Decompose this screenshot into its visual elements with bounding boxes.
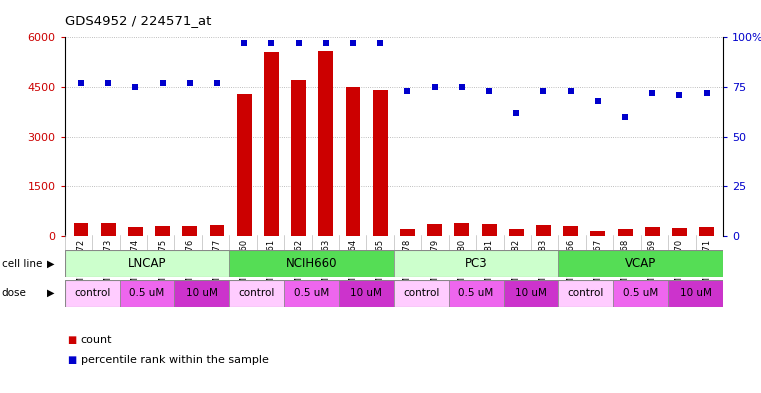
Bar (209, 225, 224, 236)
Point (292, 40, 304, 46)
Text: LNCAP: LNCAP (128, 257, 166, 270)
Text: count: count (81, 335, 112, 345)
Point (537, 88, 549, 94)
Text: control: control (74, 288, 110, 298)
Bar (613, 280, 668, 307)
Point (701, 90, 713, 96)
Bar (183, 226, 197, 236)
Point (401, 88, 413, 94)
Text: 0.5 uM: 0.5 uM (129, 288, 164, 298)
Point (211, 80, 223, 86)
Bar (645, 227, 660, 236)
Point (510, 110, 522, 116)
Bar (373, 90, 387, 236)
Text: ▶: ▶ (47, 259, 55, 269)
Bar (74, 223, 88, 236)
Bar (339, 280, 394, 307)
Bar (264, 52, 279, 236)
Bar (284, 280, 339, 307)
Point (102, 80, 114, 86)
Bar (617, 229, 632, 236)
Point (646, 90, 658, 96)
Bar (591, 231, 605, 236)
Text: GDS4952 / 224571_at: GDS4952 / 224571_at (65, 14, 211, 27)
Bar (345, 87, 361, 236)
Point (565, 88, 577, 94)
Bar (504, 280, 559, 307)
Point (456, 84, 468, 90)
Point (374, 40, 387, 46)
Text: ■: ■ (67, 354, 76, 365)
Text: 10 uM: 10 uM (680, 288, 712, 298)
Text: 0.5 uM: 0.5 uM (623, 288, 658, 298)
Bar (400, 229, 415, 236)
Bar (229, 250, 394, 277)
Point (266, 40, 278, 46)
Point (592, 98, 604, 104)
Bar (394, 280, 449, 307)
Bar (559, 250, 723, 277)
Bar (509, 228, 524, 236)
Text: ▶: ▶ (47, 288, 55, 298)
Bar (174, 280, 229, 307)
Bar (119, 280, 174, 307)
Bar (155, 226, 170, 236)
Text: dose: dose (2, 288, 27, 298)
Bar (559, 280, 613, 307)
Text: VCAP: VCAP (625, 257, 656, 270)
Text: 10 uM: 10 uM (515, 288, 547, 298)
Text: 10 uM: 10 uM (186, 288, 218, 298)
Text: control: control (238, 288, 275, 298)
Point (129, 84, 142, 90)
Text: 0.5 uM: 0.5 uM (458, 288, 494, 298)
Point (320, 40, 332, 46)
Text: control: control (403, 288, 439, 298)
Point (238, 40, 250, 46)
Text: percentile rank within the sample: percentile rank within the sample (81, 354, 269, 365)
Bar (394, 250, 559, 277)
Bar (65, 280, 119, 307)
Bar (100, 223, 116, 236)
Text: 0.5 uM: 0.5 uM (294, 288, 330, 298)
Point (673, 92, 686, 98)
Text: control: control (568, 288, 604, 298)
Text: cell line: cell line (2, 259, 42, 269)
Bar (65, 250, 229, 277)
Bar (237, 94, 252, 236)
Bar (449, 280, 504, 307)
Bar (699, 226, 714, 236)
Point (347, 40, 359, 46)
Text: 10 uM: 10 uM (351, 288, 382, 298)
Text: NCIH660: NCIH660 (286, 257, 337, 270)
Point (619, 114, 631, 120)
Text: PC3: PC3 (465, 257, 487, 270)
Point (483, 88, 495, 94)
Bar (672, 228, 687, 236)
Bar (229, 280, 284, 307)
Bar (291, 80, 306, 236)
Bar (482, 224, 496, 236)
Point (75, 80, 87, 86)
Point (428, 84, 441, 90)
Bar (454, 223, 470, 236)
Text: ■: ■ (67, 335, 76, 345)
Bar (536, 225, 551, 236)
Point (157, 80, 169, 86)
Bar (668, 280, 723, 307)
Point (183, 80, 196, 86)
Bar (128, 227, 143, 236)
Bar (563, 226, 578, 236)
Bar (427, 224, 442, 236)
Bar (318, 51, 333, 236)
